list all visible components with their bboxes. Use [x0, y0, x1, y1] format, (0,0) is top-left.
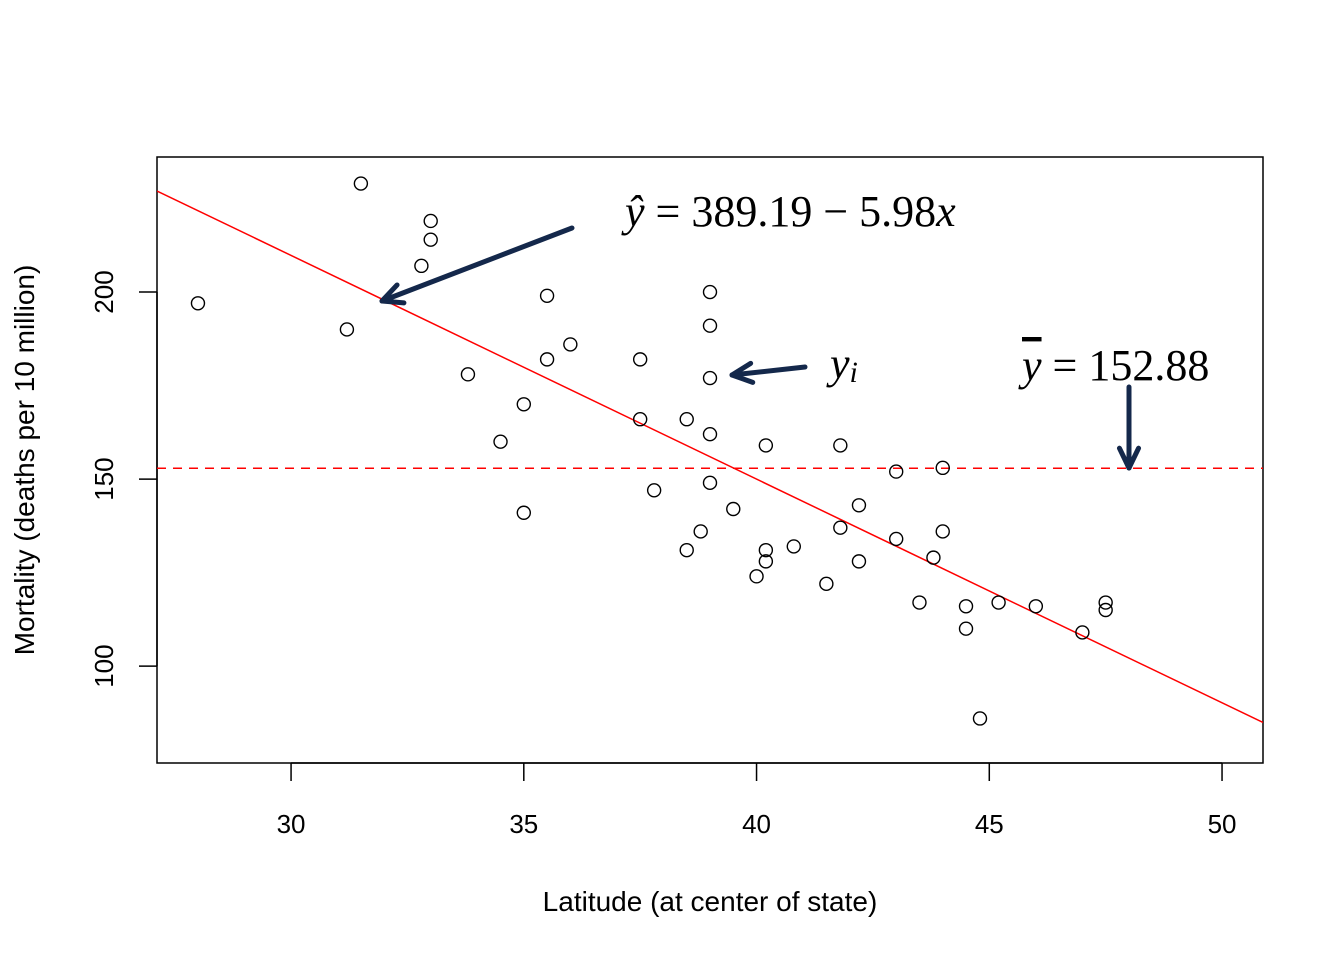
data-point — [1098, 602, 1113, 618]
data-point — [726, 501, 741, 517]
y-tick-label: 100 — [89, 644, 119, 687]
data-point — [353, 176, 369, 191]
data-point — [493, 434, 508, 449]
data-point — [1098, 595, 1113, 610]
data-point — [646, 483, 662, 498]
data-point — [958, 599, 974, 614]
data-point — [926, 550, 941, 565]
yi-arrow — [729, 364, 808, 378]
data-point — [423, 213, 438, 229]
data-point — [1075, 625, 1090, 640]
data-point — [991, 595, 1006, 610]
data-point — [516, 397, 532, 412]
data-point — [935, 460, 950, 476]
data-point — [702, 370, 718, 386]
x-tick-label: 40 — [742, 809, 771, 839]
data-point — [702, 284, 718, 300]
data-point — [786, 539, 801, 554]
data-point — [693, 524, 708, 539]
data-point — [423, 232, 438, 247]
data-point — [414, 258, 429, 274]
fit-arrow — [379, 225, 575, 304]
y-tick-label: 150 — [89, 457, 119, 500]
data-point — [702, 318, 718, 333]
data-point — [190, 296, 206, 311]
regression-line — [157, 190, 1263, 724]
data-point — [851, 498, 867, 513]
data-point — [539, 352, 555, 367]
data-point — [888, 464, 904, 479]
data-point — [912, 595, 927, 610]
data-point — [1028, 599, 1044, 614]
data-point — [679, 412, 694, 427]
data-point — [819, 576, 834, 592]
data-point — [851, 554, 867, 569]
data-point — [679, 542, 694, 558]
data-point — [539, 288, 555, 303]
x-tick-label: 35 — [509, 809, 538, 839]
fit-equation-label: ŷ = 389.19 − 5.98x — [621, 187, 956, 236]
y-tick-label: 200 — [89, 270, 119, 313]
x-tick-label: 45 — [975, 809, 1004, 839]
data-point — [460, 367, 476, 382]
data-point — [632, 352, 648, 367]
data-point — [563, 337, 578, 352]
x-tick-label: 30 — [277, 809, 306, 839]
data-point — [833, 438, 848, 453]
data-point — [888, 531, 904, 547]
yi-label: yi — [826, 339, 858, 389]
data-point — [632, 412, 648, 427]
data-point — [833, 520, 848, 535]
x-tick-label: 50 — [1208, 809, 1237, 839]
x-axis-label: Latitude (at center of state) — [543, 886, 878, 917]
data-point — [758, 542, 774, 558]
data-point — [702, 426, 718, 442]
yi-arrow-head — [729, 360, 756, 385]
y-axis-label: Mortality (deaths per 10 million) — [9, 265, 40, 656]
data-point — [972, 711, 988, 726]
data-point — [758, 554, 774, 569]
data-point — [516, 505, 532, 520]
data-point — [702, 475, 718, 491]
data-point — [758, 438, 774, 453]
plot-frame — [156, 156, 1264, 764]
fit-arrow-head — [379, 282, 407, 306]
data-point — [339, 322, 355, 337]
data-point — [935, 524, 950, 539]
data-point — [958, 621, 974, 636]
mean-arrow-head — [1116, 445, 1142, 471]
data-point — [749, 569, 764, 584]
mean-label: y = 152.88 — [1018, 341, 1209, 390]
